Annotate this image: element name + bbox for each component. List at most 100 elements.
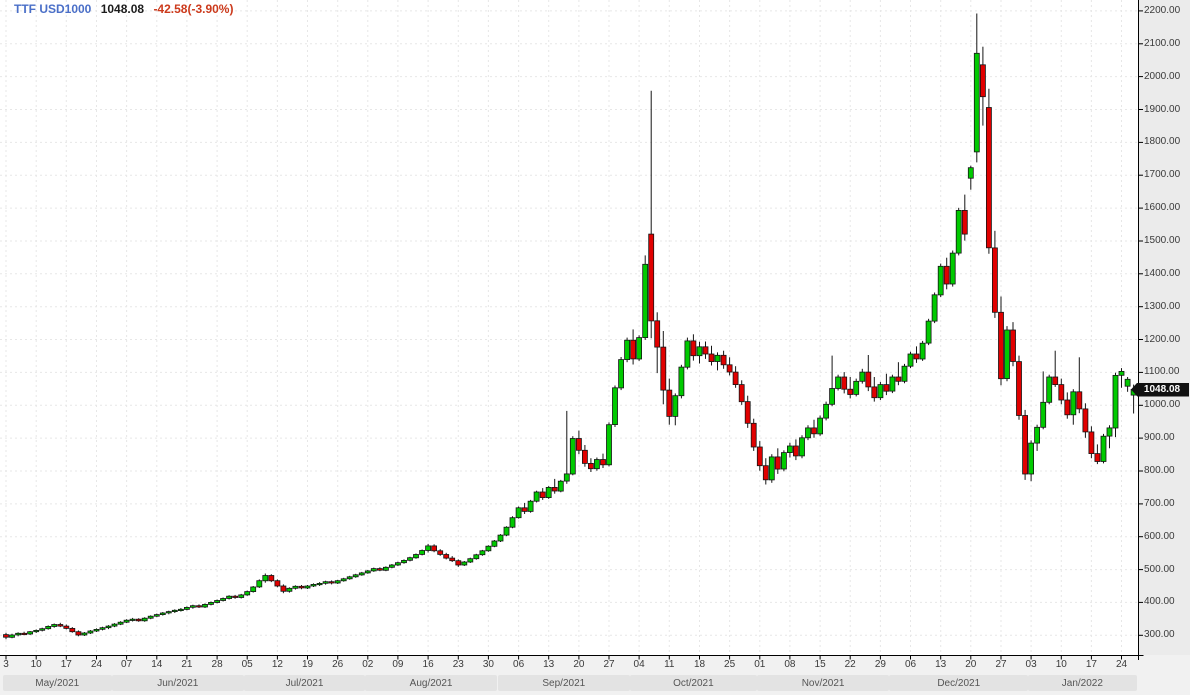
candle xyxy=(298,585,305,590)
candle xyxy=(774,448,781,474)
candle xyxy=(1064,392,1071,419)
candle xyxy=(889,374,896,394)
candle xyxy=(787,442,793,458)
candle xyxy=(654,312,661,374)
candle xyxy=(1004,326,1010,382)
candle xyxy=(485,545,492,552)
month-band xyxy=(364,675,498,691)
candle xyxy=(3,632,9,640)
price-axis-label: 1000.00 xyxy=(1144,399,1181,411)
candle xyxy=(955,207,962,256)
candle xyxy=(509,516,516,529)
candle xyxy=(262,573,269,583)
candle xyxy=(419,549,426,556)
candle xyxy=(805,425,811,441)
candle xyxy=(250,586,257,593)
candle xyxy=(612,385,618,427)
candle xyxy=(244,590,251,596)
price-axis-panel[interactable] xyxy=(1139,0,1190,655)
date-tick-label: 25 xyxy=(724,659,736,670)
candle xyxy=(467,557,474,563)
candle xyxy=(27,631,34,635)
month-label: Nov/2021 xyxy=(801,678,845,689)
candle xyxy=(51,623,58,628)
candle xyxy=(437,549,444,556)
candle xyxy=(1088,426,1095,459)
candle xyxy=(588,458,594,472)
price-axis-label: 2200.00 xyxy=(1144,4,1181,16)
candle xyxy=(925,318,932,346)
price-axis-label: 1100.00 xyxy=(1144,366,1180,378)
candle xyxy=(877,381,884,400)
candle xyxy=(226,595,233,600)
candle xyxy=(768,454,775,483)
month-label: May/2021 xyxy=(35,678,80,689)
date-tick-label: 29 xyxy=(874,659,886,670)
candle xyxy=(762,458,769,485)
candle xyxy=(183,606,190,611)
candle xyxy=(45,625,52,630)
date-tick-label: 17 xyxy=(60,659,72,670)
price-axis-label: 1200.00 xyxy=(1144,333,1181,345)
candle xyxy=(1106,425,1113,449)
candle xyxy=(202,603,208,608)
price-axis-label: 2000.00 xyxy=(1144,70,1181,82)
candle xyxy=(304,585,311,589)
candle xyxy=(569,436,576,476)
candle xyxy=(1082,403,1089,438)
month-band xyxy=(756,675,890,691)
date-tick-label: 07 xyxy=(121,659,133,670)
candle xyxy=(606,422,612,467)
candle xyxy=(521,502,528,514)
candle xyxy=(702,341,709,359)
candle xyxy=(756,441,763,471)
candle xyxy=(93,628,100,632)
candle xyxy=(376,567,383,572)
month-label: Dec/2021 xyxy=(937,678,981,689)
candle xyxy=(533,490,540,503)
date-tick-label: 18 xyxy=(693,659,706,670)
candle xyxy=(980,46,986,126)
candle xyxy=(105,625,112,630)
candle xyxy=(1034,424,1040,451)
candle xyxy=(901,363,908,384)
candle xyxy=(1124,377,1131,392)
date-tick-label: 28 xyxy=(211,659,223,670)
date-tick-label: 06 xyxy=(513,659,525,670)
price-axis-label: 1300.00 xyxy=(1144,300,1181,312)
candle xyxy=(455,559,462,567)
candle xyxy=(636,335,642,361)
date-tick-label: 16 xyxy=(422,659,434,670)
candle xyxy=(87,630,94,634)
candle xyxy=(491,540,498,548)
date-tick-label: 20 xyxy=(573,659,585,670)
candle xyxy=(280,584,287,594)
date-tick-label: 27 xyxy=(995,659,1007,670)
candle xyxy=(913,346,920,363)
candle xyxy=(1040,371,1047,430)
candle xyxy=(973,13,980,163)
candle xyxy=(189,604,196,609)
candle xyxy=(859,368,866,384)
price-axis-label: 1600.00 xyxy=(1144,202,1181,214)
candle xyxy=(624,337,630,363)
candle xyxy=(443,552,450,560)
candle xyxy=(401,559,407,564)
candle xyxy=(81,632,88,636)
candle xyxy=(811,419,817,438)
price-axis-label: 1900.00 xyxy=(1144,103,1181,115)
candle xyxy=(129,617,136,622)
candle xyxy=(967,165,974,190)
last-price-badge: 1048.08 xyxy=(1131,382,1189,397)
candle xyxy=(823,401,829,421)
candle xyxy=(931,292,938,324)
symbol-label: TTF USD1000 xyxy=(14,2,92,16)
candle xyxy=(527,499,534,513)
candle xyxy=(594,457,600,471)
candle xyxy=(961,194,968,241)
price-axis-label: 600.00 xyxy=(1144,530,1175,542)
candle xyxy=(1094,444,1101,465)
price-axis-label: 300.00 xyxy=(1144,629,1175,641)
candle xyxy=(310,583,317,587)
